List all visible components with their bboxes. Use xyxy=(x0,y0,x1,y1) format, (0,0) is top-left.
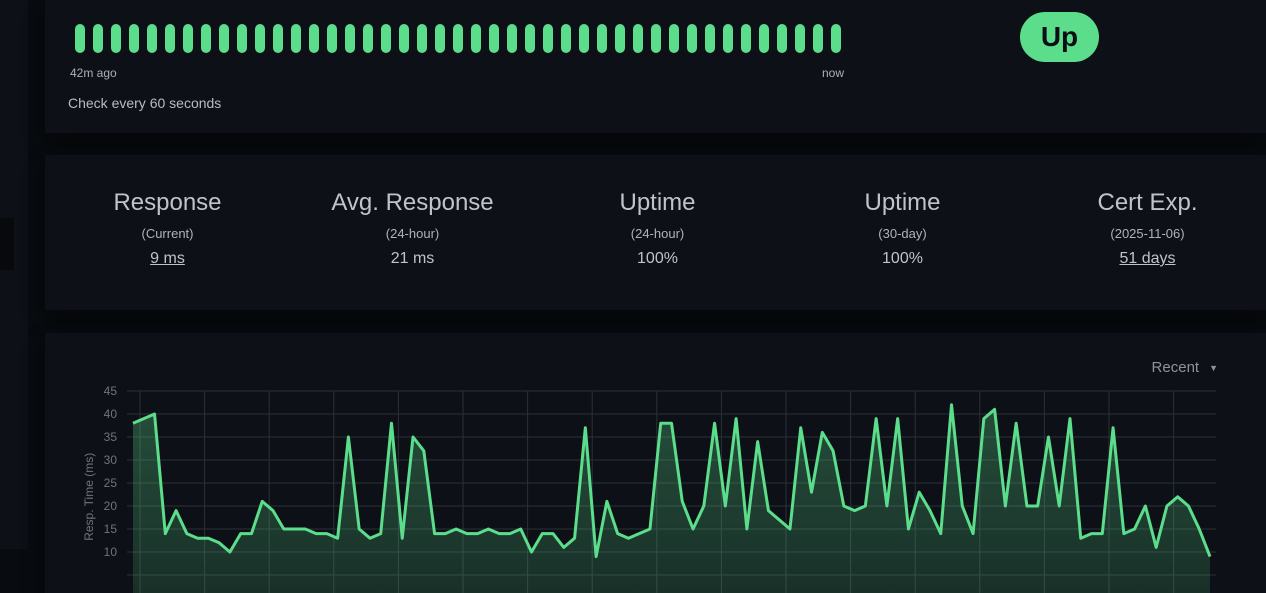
heartbeat-beat[interactable] xyxy=(579,24,589,53)
heartbeat-beat[interactable] xyxy=(273,24,283,53)
stat-subtitle: (24-hour) xyxy=(535,226,780,246)
y-tick-label: 10 xyxy=(104,545,118,559)
stat-title: Uptime xyxy=(535,189,780,219)
stat-value: 21 ms xyxy=(290,250,535,268)
heartbeat-beat[interactable] xyxy=(111,24,121,53)
heartbeat-beat[interactable] xyxy=(417,24,427,53)
check-interval-text: Check every 60 seconds xyxy=(68,95,221,111)
heartbeat-beat[interactable] xyxy=(831,24,841,53)
heartbeat-beat[interactable] xyxy=(723,24,733,53)
heartbeat-beat[interactable] xyxy=(165,24,175,53)
heartbeat-beat[interactable] xyxy=(507,24,517,53)
heartbeat-start-label: 42m ago xyxy=(70,66,117,80)
heartbeat-beat[interactable] xyxy=(561,24,571,53)
heartbeat-beat[interactable] xyxy=(795,24,805,53)
heartbeat-beat[interactable] xyxy=(93,24,103,53)
y-tick-label: 15 xyxy=(104,522,118,536)
y-tick-label: 45 xyxy=(104,384,118,398)
heartbeat-beat[interactable] xyxy=(75,24,85,53)
stat-1: Avg. Response (24-hour) 21 ms xyxy=(290,155,535,268)
heartbeat-beat[interactable] xyxy=(183,24,193,53)
stat-3: Uptime (30-day) 100% xyxy=(780,155,1025,268)
heartbeat-beat[interactable] xyxy=(345,24,355,53)
heartbeat-beat[interactable] xyxy=(777,24,787,53)
heartbeat-beat[interactable] xyxy=(309,24,319,53)
status-badge: Up xyxy=(1020,12,1099,62)
stat-subtitle: (2025-11-06) xyxy=(1025,226,1266,246)
heartbeat-beat[interactable] xyxy=(705,24,715,53)
stat-2: Uptime (24-hour) 100% xyxy=(535,155,780,268)
heartbeat-beat[interactable] xyxy=(435,24,445,53)
heartbeat-beat[interactable] xyxy=(255,24,265,53)
stat-title: Response xyxy=(45,189,290,219)
response-time-chart: 45 40 35 30 25 20 15 10 Resp. Time (ms) xyxy=(45,333,1266,593)
heartbeat-beat[interactable] xyxy=(399,24,409,53)
stat-value: 100% xyxy=(780,250,1025,268)
heartbeat-beat[interactable] xyxy=(147,24,157,53)
stat-title: Avg. Response xyxy=(290,189,535,219)
heartbeat-beat[interactable] xyxy=(651,24,661,53)
heartbeat-beat[interactable] xyxy=(201,24,211,53)
heartbeat-beat[interactable] xyxy=(741,24,751,53)
stat-title: Cert Exp. xyxy=(1025,189,1266,219)
heartbeat-beat[interactable] xyxy=(615,24,625,53)
heartbeat-beat[interactable] xyxy=(597,24,607,53)
heartbeat-beat[interactable] xyxy=(489,24,499,53)
stat-value: 100% xyxy=(535,250,780,268)
y-tick-label: 40 xyxy=(104,407,118,421)
heartbeat-beat[interactable] xyxy=(291,24,301,53)
y-axis-label: Resp. Time (ms) xyxy=(82,453,96,541)
heartbeat-beat[interactable] xyxy=(129,24,139,53)
y-tick-label: 20 xyxy=(104,499,118,513)
heartbeat-beat[interactable] xyxy=(471,24,481,53)
heartbeat-beat[interactable] xyxy=(669,24,679,53)
y-tick-label: 30 xyxy=(104,453,118,467)
heartbeat-beat[interactable] xyxy=(237,24,247,53)
heartbeat-beat[interactable] xyxy=(759,24,769,53)
heartbeat-beat[interactable] xyxy=(453,24,463,53)
stat-value[interactable]: 9 ms xyxy=(45,250,290,268)
heartbeat-beat[interactable] xyxy=(381,24,391,53)
heartbeat-beat[interactable] xyxy=(327,24,337,53)
stat-subtitle: (24-hour) xyxy=(290,226,535,246)
stat-value[interactable]: 51 days xyxy=(1025,250,1266,268)
heartbeat-beat[interactable] xyxy=(219,24,229,53)
heartbeat-end-label: now xyxy=(822,66,844,80)
sidebar xyxy=(0,0,28,549)
stat-4: Cert Exp. (2025-11-06) 51 days xyxy=(1025,155,1266,268)
stat-title: Uptime xyxy=(780,189,1025,219)
heartbeat-bar xyxy=(75,24,841,53)
heartbeat-beat[interactable] xyxy=(687,24,697,53)
heartbeat-beat[interactable] xyxy=(633,24,643,53)
heartbeat-beat[interactable] xyxy=(813,24,823,53)
y-tick-label: 25 xyxy=(104,476,118,490)
stat-0: Response (Current) 9 ms xyxy=(45,155,290,268)
heartbeat-beat[interactable] xyxy=(363,24,373,53)
sidebar-selected-item[interactable] xyxy=(0,218,14,270)
stat-subtitle: (30-day) xyxy=(780,226,1025,246)
stat-subtitle: (Current) xyxy=(45,226,290,246)
heartbeat-beat[interactable] xyxy=(525,24,535,53)
y-tick-label: 35 xyxy=(104,430,118,444)
heartbeat-beat[interactable] xyxy=(543,24,553,53)
heartbeat-card: 42m ago now Check every 60 seconds Up xyxy=(45,0,1266,133)
